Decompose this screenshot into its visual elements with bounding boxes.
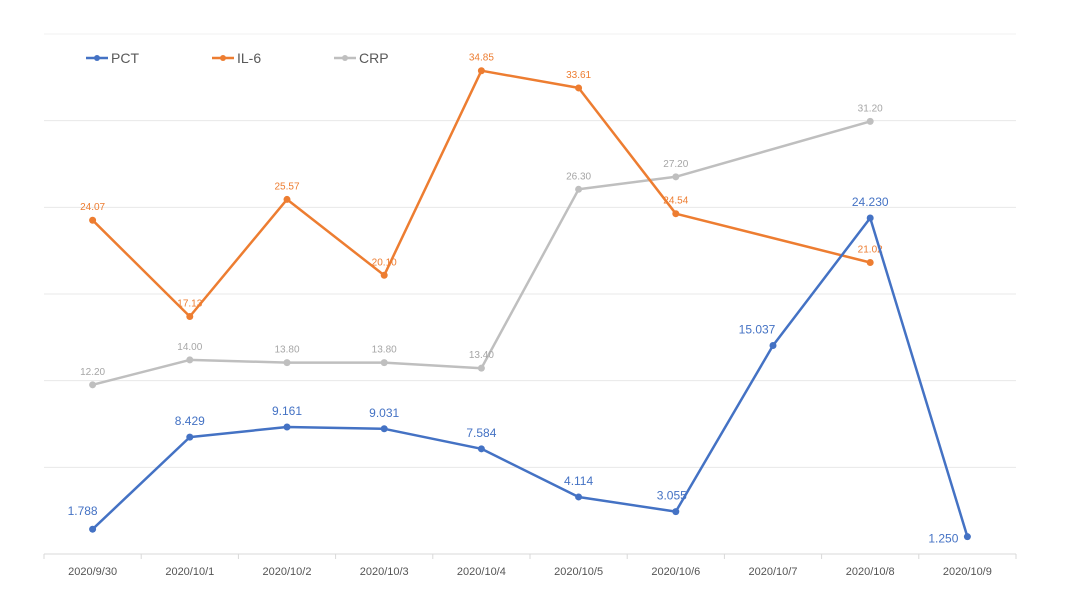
- data-label-pct: 9.161: [272, 404, 302, 418]
- data-point-crp: [186, 356, 194, 364]
- data-label-crp: 13.40: [469, 350, 494, 361]
- data-point-il-6: [672, 210, 680, 218]
- data-point-pct: [186, 433, 194, 441]
- x-axis: 2020/9/30 2020/10/1 2020/10/2 2020/10/3 2020…: [43, 553, 1017, 578]
- data-label-pct: 1.250: [928, 532, 958, 546]
- data-label-il-6: 17.13: [177, 298, 202, 309]
- data-point-crp: [89, 381, 97, 389]
- series-crp: 12.20 14.00 13.80 13.80 13.40 26.30 27.20 31.20: [80, 103, 883, 389]
- data-label-pct: 3.055: [657, 489, 687, 503]
- data-point-il-6: [866, 259, 874, 267]
- data-point-pct: [477, 445, 485, 453]
- series-pct: 1.788 8.429 9.161 9.031 7.584 4.114 3.055 15.03…: [68, 195, 971, 546]
- data-label-il-6: 24.07: [80, 202, 105, 213]
- data-label-pct: 7.584: [466, 426, 496, 440]
- data-point-crp: [575, 185, 583, 193]
- data-label-il-6: 24.54: [663, 196, 688, 207]
- data-point-pct: [283, 423, 291, 431]
- data-label-il-6: 25.57: [274, 181, 299, 192]
- series-line-crp: [91, 120, 872, 387]
- data-point-crp: [283, 359, 291, 367]
- x-tick-label: 2020/10/3: [360, 566, 409, 578]
- data-label-il-6: 21.02: [858, 245, 883, 256]
- series-line-pct: [91, 216, 969, 538]
- legend-item-pct: PCT: [86, 50, 139, 66]
- data-point-il-6: [380, 271, 388, 279]
- legend-label: IL-6: [237, 50, 261, 66]
- data-label-crp: 12.20: [80, 367, 105, 378]
- data-point-crp: [672, 173, 680, 181]
- data-label-crp: 13.80: [372, 345, 397, 356]
- data-point-crp: [477, 364, 485, 372]
- data-point-pct: [672, 508, 680, 516]
- data-label-pct: 15.037: [739, 322, 776, 336]
- data-point-il-6: [575, 84, 583, 92]
- legend-item-il-6: IL-6: [212, 50, 261, 66]
- data-label-pct: 1.788: [68, 504, 98, 518]
- x-tick-label: 2020/10/8: [846, 566, 895, 578]
- series-line-il-6: [91, 69, 872, 318]
- legend-label: CRP: [359, 50, 389, 66]
- data-point-pct: [575, 493, 583, 501]
- data-label-crp: 31.20: [858, 103, 883, 114]
- data-label-il-6: 33.61: [566, 70, 591, 81]
- data-label-crp: 14.00: [177, 342, 202, 353]
- data-point-crp: [866, 117, 874, 125]
- legend-swatch-marker: [220, 55, 226, 61]
- x-tick-label: 2020/10/4: [457, 566, 506, 578]
- data-point-il-6: [89, 216, 97, 224]
- series-layer: 12.20 14.00 13.80 13.80 13.40 26.30 27.20 31.20…: [68, 53, 971, 546]
- series-il-6: 24.07 17.13 25.57 20.10 34.85 33.61 24.54 21.02: [80, 53, 883, 320]
- x-tick-label: 2020/10/7: [749, 566, 798, 578]
- data-point-crp: [380, 359, 388, 367]
- data-point-pct: [89, 525, 97, 533]
- x-tick-label: 2020/10/9: [943, 566, 992, 578]
- data-point-pct: [866, 214, 874, 222]
- data-label-pct: 24.230: [852, 195, 889, 209]
- legend-swatch-marker: [94, 55, 100, 61]
- data-point-il-6: [477, 67, 485, 75]
- x-tick-label: 2020/10/5: [554, 566, 603, 578]
- data-label-pct: 8.429: [175, 414, 205, 428]
- data-label-crp: 13.80: [274, 345, 299, 356]
- data-label-il-6: 20.10: [372, 257, 397, 268]
- data-label-crp: 26.30: [566, 171, 591, 182]
- legend-item-crp: CRP: [334, 50, 389, 66]
- legend-label: PCT: [111, 50, 139, 66]
- x-tick-label: 2020/10/2: [263, 566, 312, 578]
- gridlines: [44, 120, 1016, 468]
- x-tick-label: 2020/9/30: [68, 566, 117, 578]
- data-point-il-6: [186, 312, 194, 320]
- data-point-pct: [963, 533, 971, 541]
- data-label-il-6: 34.85: [469, 53, 494, 64]
- data-label-pct: 9.031: [369, 406, 399, 420]
- data-point-il-6: [283, 195, 291, 203]
- data-point-pct: [769, 341, 777, 349]
- legend: PCT IL-6 CRP: [86, 50, 389, 66]
- legend-swatch-marker: [342, 55, 348, 61]
- x-tick-label: 2020/10/1: [165, 566, 214, 578]
- data-point-pct: [380, 425, 388, 433]
- x-tick-label: 2020/10/6: [651, 566, 700, 578]
- data-label-pct: 4.114: [564, 474, 593, 488]
- data-label-crp: 27.20: [663, 159, 688, 170]
